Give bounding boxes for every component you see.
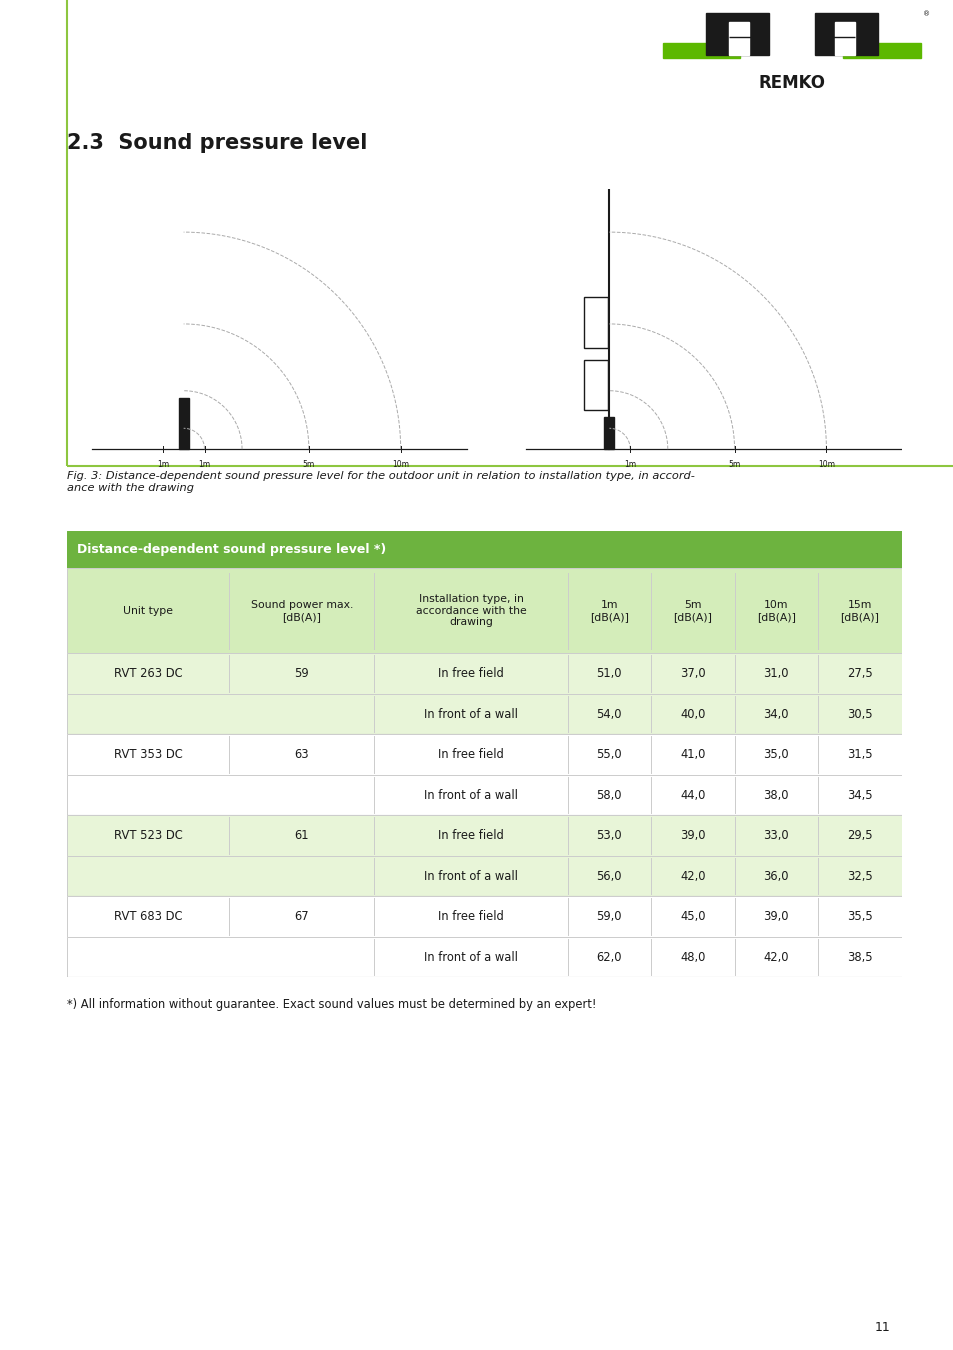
Text: 44,0: 44,0 — [679, 788, 705, 802]
Text: In front of a wall: In front of a wall — [423, 950, 517, 964]
Text: 38,0: 38,0 — [762, 788, 788, 802]
Text: 30,5: 30,5 — [846, 707, 872, 721]
Text: 53,0: 53,0 — [596, 829, 621, 842]
Bar — [814, 12, 877, 55]
Text: 67: 67 — [294, 910, 309, 923]
Text: RVT 523 DC: RVT 523 DC — [113, 829, 182, 842]
Text: Distance-dependent sound pressure level *): Distance-dependent sound pressure level … — [76, 543, 386, 556]
Text: 63: 63 — [294, 748, 309, 761]
Text: 45,0: 45,0 — [679, 910, 705, 923]
Text: 34,0: 34,0 — [762, 707, 788, 721]
Text: 1m: 1m — [198, 460, 211, 470]
Text: Fig. 3: Distance-dependent sound pressure level for the outdoor unit in relation: Fig. 3: Distance-dependent sound pressur… — [67, 471, 694, 493]
Bar — [178, 398, 189, 450]
Text: 10m: 10m — [392, 460, 409, 470]
Text: 55,0: 55,0 — [596, 748, 621, 761]
Text: 32,5: 32,5 — [846, 869, 872, 883]
Text: 34,5: 34,5 — [846, 788, 872, 802]
Text: 1m
[dB(A)]: 1m [dB(A)] — [589, 599, 628, 621]
Text: 39,0: 39,0 — [762, 910, 788, 923]
Text: 41,0: 41,0 — [679, 748, 705, 761]
Bar — [705, 12, 768, 55]
Text: RVT 353 DC: RVT 353 DC — [113, 748, 182, 761]
Text: 35,0: 35,0 — [762, 748, 788, 761]
Text: 35,5: 35,5 — [846, 910, 872, 923]
Text: 10m
[dB(A)]: 10m [dB(A)] — [756, 599, 795, 621]
Text: REMKO: REMKO — [758, 74, 824, 92]
Text: 15m
[dB(A)]: 15m [dB(A)] — [840, 599, 879, 621]
Text: 11: 11 — [874, 1320, 889, 1334]
Text: 1m: 1m — [623, 460, 636, 470]
Text: 5m: 5m — [728, 460, 740, 470]
Text: Unit type: Unit type — [123, 606, 172, 616]
Text: 5m: 5m — [302, 460, 314, 470]
Text: In free field: In free field — [437, 667, 503, 680]
Text: *) All information without guarantee. Exact sound values must be determined by a: *) All information without guarantee. Ex… — [67, 998, 596, 1011]
Text: Installation type, in
accordance with the
drawing: Installation type, in accordance with th… — [416, 594, 526, 628]
Text: In front of a wall: In front of a wall — [423, 707, 517, 721]
Text: 2.3  Sound pressure level: 2.3 Sound pressure level — [67, 134, 367, 153]
Text: 59: 59 — [294, 667, 309, 680]
Text: 10m: 10m — [817, 460, 834, 470]
Text: 27,5: 27,5 — [846, 667, 872, 680]
Bar — [604, 417, 614, 450]
Text: 38,5: 38,5 — [846, 950, 872, 964]
Bar — [834, 22, 854, 55]
Text: 54,0: 54,0 — [596, 707, 621, 721]
Text: 39,0: 39,0 — [679, 829, 705, 842]
Text: 48,0: 48,0 — [679, 950, 705, 964]
Text: 42,0: 42,0 — [679, 869, 705, 883]
Bar — [583, 359, 607, 410]
Text: 36,0: 36,0 — [762, 869, 788, 883]
Text: 33,0: 33,0 — [762, 829, 788, 842]
Bar — [728, 22, 748, 55]
Text: RVT 683 DC: RVT 683 DC — [113, 910, 182, 923]
Text: Sound power max.
[dB(A)]: Sound power max. [dB(A)] — [251, 599, 353, 621]
Text: 5m
[dB(A)]: 5m [dB(A)] — [673, 599, 712, 621]
Text: 56,0: 56,0 — [596, 869, 621, 883]
Text: 51,0: 51,0 — [596, 667, 621, 680]
Text: In free field: In free field — [437, 829, 503, 842]
Text: 29,5: 29,5 — [846, 829, 872, 842]
Text: In front of a wall: In front of a wall — [423, 788, 517, 802]
Text: 61: 61 — [294, 829, 309, 842]
Text: 42,0: 42,0 — [762, 950, 788, 964]
Text: 59,0: 59,0 — [596, 910, 621, 923]
Polygon shape — [662, 43, 740, 58]
Text: 1m: 1m — [156, 460, 169, 470]
Text: In free field: In free field — [437, 910, 503, 923]
Polygon shape — [842, 43, 920, 58]
Text: 37,0: 37,0 — [679, 667, 705, 680]
Text: RVT 263 DC: RVT 263 DC — [113, 667, 182, 680]
Text: 62,0: 62,0 — [596, 950, 621, 964]
Text: 58,0: 58,0 — [596, 788, 621, 802]
Text: 31,5: 31,5 — [846, 748, 872, 761]
Text: 40,0: 40,0 — [679, 707, 705, 721]
Text: In free field: In free field — [437, 748, 503, 761]
Text: In front of a wall: In front of a wall — [423, 869, 517, 883]
Text: ®: ® — [922, 11, 929, 18]
Text: 31,0: 31,0 — [762, 667, 788, 680]
Bar — [583, 297, 607, 348]
